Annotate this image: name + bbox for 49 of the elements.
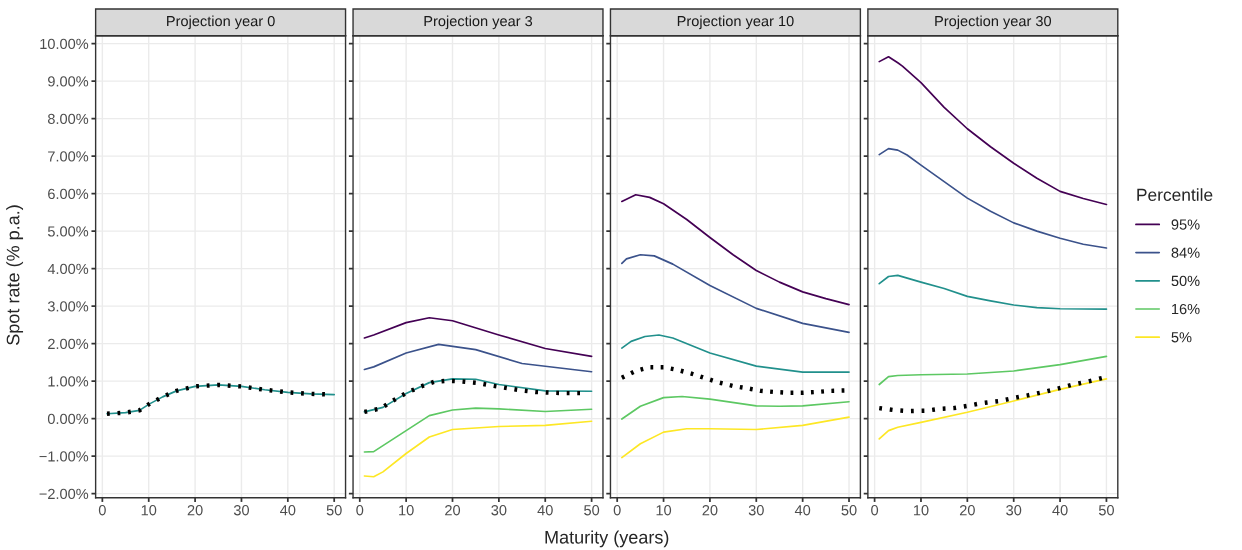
legend-label: 95%: [1171, 219, 1200, 230]
x-tick-label: 40: [280, 505, 296, 516]
x-tick-label: 50: [326, 505, 342, 516]
x-tick-label: 10: [399, 505, 414, 516]
y-tick-label: 2.00%: [48, 338, 89, 350]
y-tick-label: 7.00%: [48, 151, 89, 162]
y-tick-label: −1.00%: [39, 451, 89, 462]
legend-label: 16%: [1172, 303, 1200, 315]
x-tick-label: 30: [233, 505, 249, 516]
x-tick-label: 50: [841, 505, 857, 516]
x-tick-label: 10: [913, 505, 929, 516]
chart-title: Projection year 30: [935, 15, 1052, 30]
y-tick-label: −2.00%: [39, 488, 89, 500]
legend-label: 5%: [1171, 332, 1192, 343]
x-tick-label: 0: [871, 505, 879, 516]
y-tick-label: 6.00%: [48, 188, 89, 200]
y-tick-label: 9.00%: [48, 76, 89, 87]
x-tick-label: 40: [537, 505, 553, 516]
x-tick-label: 40: [1052, 505, 1068, 516]
y-tick-label: 8.00%: [47, 113, 89, 125]
x-tick-label: 20: [702, 505, 718, 516]
y-tick-label: 5.00%: [47, 226, 89, 237]
x-tick-label: 10: [656, 505, 672, 516]
x-tick-label: 20: [959, 505, 975, 516]
x-tick-label: 30: [748, 505, 764, 516]
y-tick-label: 3.00%: [47, 301, 89, 312]
y-axis-title: Spot rate (% p.a.): [6, 205, 24, 345]
x-tick-label: 40: [794, 505, 811, 516]
x-tick-label: 10: [141, 505, 157, 516]
x-tick-label: 50: [1098, 505, 1114, 516]
chart-title: Projection year 10: [677, 15, 794, 30]
x-tick-label: 50: [584, 505, 600, 516]
x-tick-label: 0: [356, 505, 364, 516]
legend-title: Percentile: [1137, 188, 1213, 201]
chart-title: Projection year 0: [167, 15, 275, 30]
x-tick-label: 30: [1006, 505, 1022, 516]
x-tick-label: 0: [98, 505, 106, 516]
x-tick-label: 0: [613, 505, 621, 516]
chart-title: Projection year 3: [424, 15, 533, 30]
x-tick-label: 30: [491, 505, 507, 516]
y-tick-label: 0.00%: [47, 413, 89, 425]
legend-label: 50%: [1171, 275, 1200, 287]
legend-label: 84%: [1171, 247, 1200, 258]
y-tick-label: 4.00%: [47, 263, 89, 275]
x-tick-label: 20: [445, 505, 461, 516]
x-axis-title: Maturity (years): [545, 530, 669, 548]
x-tick-label: 20: [187, 505, 203, 516]
y-tick-label: 1.00%: [48, 376, 89, 387]
y-tick-label: 10.00%: [40, 38, 89, 50]
